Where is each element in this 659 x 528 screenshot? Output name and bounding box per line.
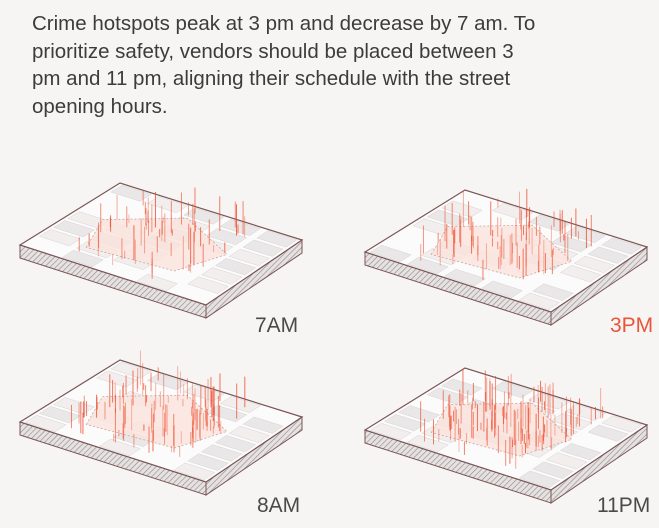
parcel (587, 246, 629, 264)
parcel (518, 292, 561, 311)
parcel (110, 184, 152, 202)
city-block (363, 367, 649, 504)
parcel (187, 276, 229, 294)
parcel (383, 414, 426, 432)
parcel (201, 267, 243, 285)
parcel (444, 268, 486, 287)
parcel (146, 196, 189, 214)
parcel (369, 422, 412, 441)
district (85, 217, 228, 272)
caption-line: Crime hotspots peak at 3 pm and decrease… (32, 12, 536, 35)
parcel (38, 229, 81, 247)
parcel (601, 415, 643, 433)
parcel (228, 248, 271, 266)
city-block (18, 182, 304, 319)
parcel (369, 244, 412, 263)
parcel (532, 283, 574, 301)
parcel (256, 230, 298, 248)
parcel (205, 228, 248, 246)
panel-label: 3PM (610, 314, 653, 337)
parcel (110, 361, 152, 379)
district (85, 394, 228, 449)
parcel (24, 414, 67, 433)
parcel (426, 387, 469, 405)
parcel (53, 220, 96, 238)
parcel (187, 453, 229, 471)
parcel (398, 405, 441, 423)
panel-label: 11PM (597, 494, 650, 517)
parcel (573, 255, 616, 273)
city-block (363, 188, 649, 326)
parcel (559, 265, 602, 283)
panel-label: 7AM (255, 314, 298, 337)
parcel (481, 280, 524, 299)
caption: Crime hotspots peak at 3 pm and decrease… (32, 10, 535, 120)
caption-line: pm and 11 pm, aligning their schedule wi… (32, 67, 511, 90)
parcel (214, 258, 257, 276)
district (430, 402, 573, 457)
parcel (587, 424, 629, 442)
parcel (532, 461, 574, 479)
parcel (136, 273, 179, 292)
parcel (406, 434, 449, 453)
parcel (61, 249, 104, 268)
city-block (18, 350, 304, 496)
parcel (559, 443, 602, 461)
parcel (518, 470, 561, 489)
parcel (491, 381, 534, 399)
parcel (601, 237, 643, 255)
parcel (183, 207, 225, 225)
parcel (491, 203, 534, 221)
parcel (219, 219, 262, 236)
parcel (242, 416, 284, 434)
parcel (242, 239, 284, 257)
caption-line: prioritize safety, vendors should be pla… (32, 39, 514, 63)
parcel (201, 444, 243, 462)
parcel (228, 425, 271, 443)
parcel (440, 378, 483, 396)
parcel (546, 452, 588, 470)
parcel (219, 396, 262, 413)
parcel (173, 462, 216, 481)
caption-line: opening hours. (32, 94, 168, 118)
parcel (406, 256, 449, 275)
district (430, 224, 573, 279)
parcel (99, 438, 141, 457)
panel-label: 8AM (257, 494, 300, 517)
parcel (214, 435, 257, 453)
parcel (426, 209, 469, 227)
